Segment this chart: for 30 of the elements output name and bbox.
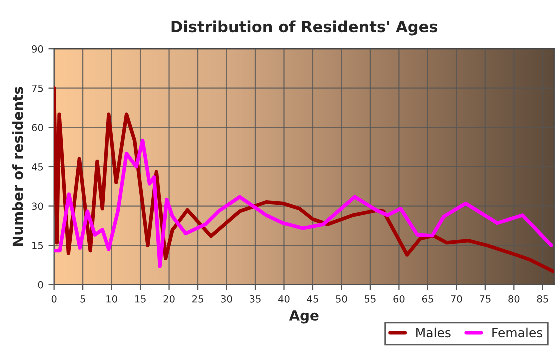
y-tick-label: 15 [32, 242, 44, 250]
x-tick-label: 25 [192, 295, 204, 303]
x-tick-label: 65 [422, 295, 434, 303]
y-tick-label: 30 [32, 202, 44, 210]
x-tick-label: 15 [135, 296, 146, 303]
legend-label: Males [416, 328, 451, 338]
x-tick-label: 35 [250, 295, 261, 303]
x-tick-label: 85 [537, 295, 548, 303]
legend-label: Females [492, 328, 543, 338]
x-tick-label: 5 [80, 296, 86, 303]
x-tick-label: 80 [508, 295, 520, 303]
x-tick-label: 60 [394, 295, 405, 303]
x-tick-label: 75 [480, 296, 491, 303]
x-axis-title: Age [289, 310, 319, 324]
x-tick-label: 45 [307, 296, 318, 303]
x-tick-label: 30 [221, 295, 232, 303]
y-tick-label: 0 [38, 281, 44, 289]
y-tick-label: 60 [32, 124, 44, 132]
x-tick-label: 70 [451, 295, 462, 303]
x-tick-label: 20 [164, 295, 175, 303]
y-axis-title: Number of residents [12, 87, 24, 246]
x-tick-label: 55 [365, 296, 376, 303]
x-tick-label: 10 [106, 295, 118, 303]
x-tick-label: 40 [278, 295, 290, 303]
x-tick-label: 50 [336, 295, 348, 303]
y-tick-label: 90 [32, 46, 44, 53]
y-tick-label: 75 [32, 84, 44, 92]
chart-title: Distribution of Residents' Ages [172, 20, 438, 36]
x-tick-label: 0 [52, 295, 57, 303]
y-tick-label: 45 [32, 164, 44, 171]
